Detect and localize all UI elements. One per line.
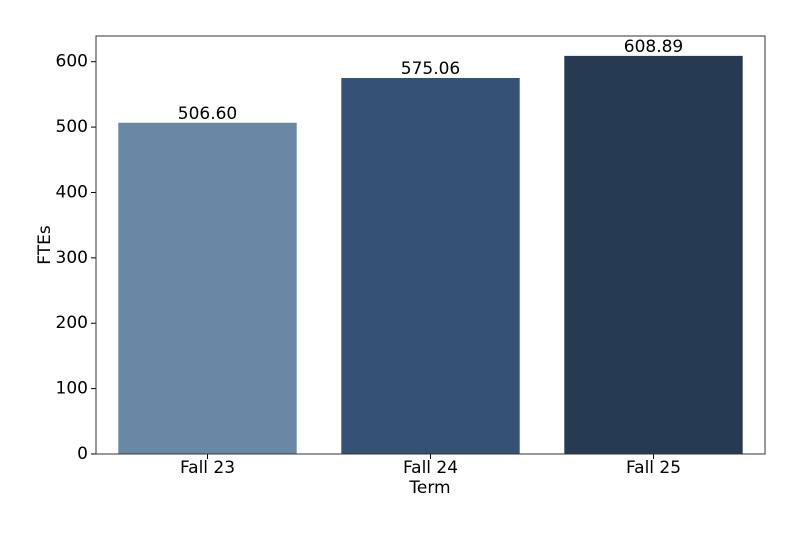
value-label: 575.06	[401, 59, 460, 79]
plot-frame	[95, 35, 766, 455]
bar	[118, 122, 297, 454]
value-label: 608.89	[624, 37, 683, 57]
y-tick-label: 400	[56, 182, 88, 202]
value-label: 506.60	[178, 104, 237, 124]
y-tick-label: 300	[56, 248, 88, 268]
bar	[564, 55, 743, 455]
y-tick-label: 0	[77, 444, 88, 464]
x-tick-label: Fall 23	[180, 458, 235, 478]
x-tick-label: Fall 25	[626, 458, 681, 478]
y-tick-label: 600	[56, 52, 88, 72]
bar	[341, 78, 520, 455]
y-axis-label: FTEs	[35, 225, 55, 265]
y-tick-label: 200	[56, 313, 88, 333]
y-tick-label: 500	[56, 117, 88, 137]
x-tick-label: Fall 24	[403, 458, 458, 478]
y-tick-label: 100	[56, 379, 88, 399]
x-axis-label: Term	[408, 478, 450, 498]
